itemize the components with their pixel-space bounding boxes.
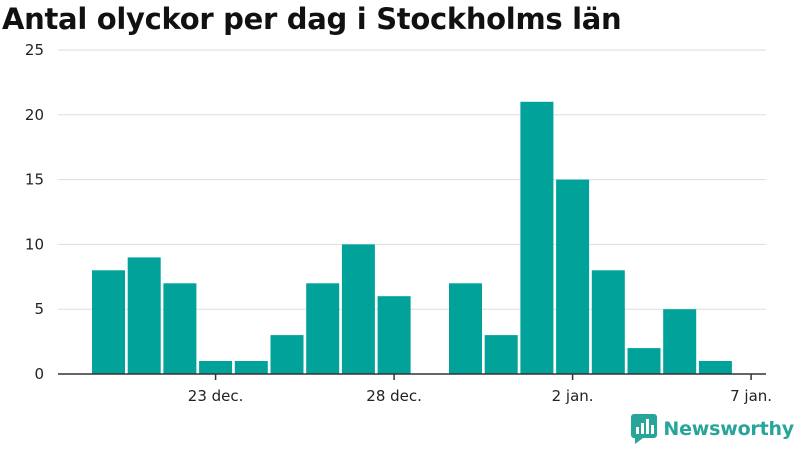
gridlines: [58, 49, 766, 310]
x-tick-label: 28 dec.: [366, 387, 422, 405]
bar: [698, 361, 732, 374]
newsworthy-logo: Newsworthy: [631, 414, 794, 444]
y-tick-label: 15: [25, 171, 44, 189]
newsworthy-logo-icon: [631, 414, 658, 444]
y-tick-label: 20: [25, 106, 44, 124]
bar: [199, 361, 233, 374]
bar: [520, 101, 554, 375]
bar: [484, 335, 518, 374]
bars: [92, 101, 732, 375]
bar: [234, 361, 268, 374]
bar: [627, 348, 661, 374]
bar: [449, 283, 482, 374]
y-tick-label: 5: [34, 300, 44, 318]
bar: [127, 257, 161, 374]
chart-title: Antal olyckor per dag i Stockholms län: [2, 2, 622, 36]
x-tick-label: 2 jan.: [552, 387, 594, 405]
bar: [163, 283, 197, 374]
y-axis-labels: 0 5 10 15 20 25: [25, 41, 44, 383]
y-tick-label: 25: [25, 41, 44, 59]
x-tick-label: 7 jan.: [730, 387, 772, 405]
bar: [377, 296, 411, 374]
bar: [591, 270, 625, 374]
bar: [556, 179, 590, 374]
logo-text: Newsworthy: [663, 418, 794, 440]
bar: [270, 335, 304, 374]
y-tick-label: 0: [34, 365, 44, 383]
x-axis: 23 dec. 28 dec. 2 jan. 7 jan.: [58, 373, 772, 405]
bar: [92, 270, 125, 374]
bar: [663, 309, 697, 374]
y-tick-label: 10: [25, 235, 44, 253]
x-tick-label: 23 dec.: [188, 387, 244, 405]
bar: [306, 283, 340, 374]
bar: [341, 244, 375, 374]
